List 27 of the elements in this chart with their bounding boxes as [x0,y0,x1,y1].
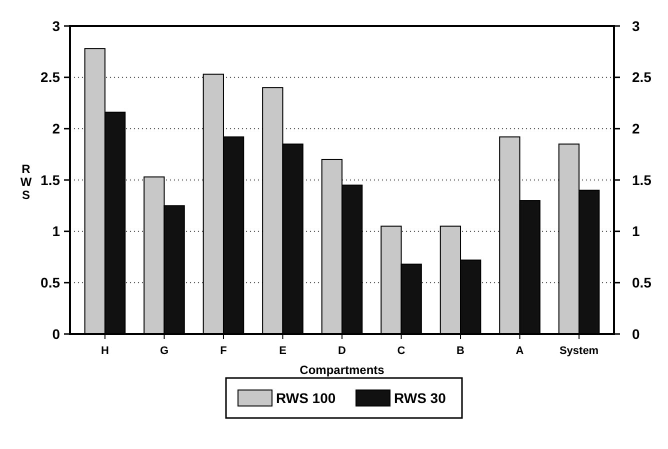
x-tick-label: A [516,345,524,357]
y-tick-label: 0 [52,326,60,342]
y2-tick-label: 2 [632,120,640,137]
y2-tick-label: 2.5 [632,69,652,86]
y-tick-label: 2.5 [40,69,60,86]
x-tick-label: D [338,345,346,357]
x-tick-label: C [397,345,406,357]
y-tick-label: 0.5 [40,274,60,291]
x-tick-label: H [100,345,109,357]
x-tick-label: B [456,345,465,357]
y-tick-label: 3 [52,18,60,34]
y2-tick-label: 1.5 [632,172,652,188]
y-tick-label: 2 [52,120,60,137]
x-tick-label: E [279,345,286,357]
legend-label: RWS 100 [276,390,336,406]
y2-tick-label: 3 [632,18,640,34]
x-tick-label: G [160,345,169,357]
legend-label: RWS 30 [394,390,446,406]
y2-tick-label: 1 [632,223,640,240]
x-tick-label: System [559,345,599,357]
y-tick-label: 1 [52,223,60,240]
x-tick-label: F [220,345,228,357]
y2-tick-label: 0 [632,326,640,342]
y-tick-label: 1.5 [40,172,60,188]
y2-tick-label: 0.5 [632,274,652,291]
x-axis-title: Compartments [300,363,385,377]
y-axis-title: RWS [20,162,32,202]
